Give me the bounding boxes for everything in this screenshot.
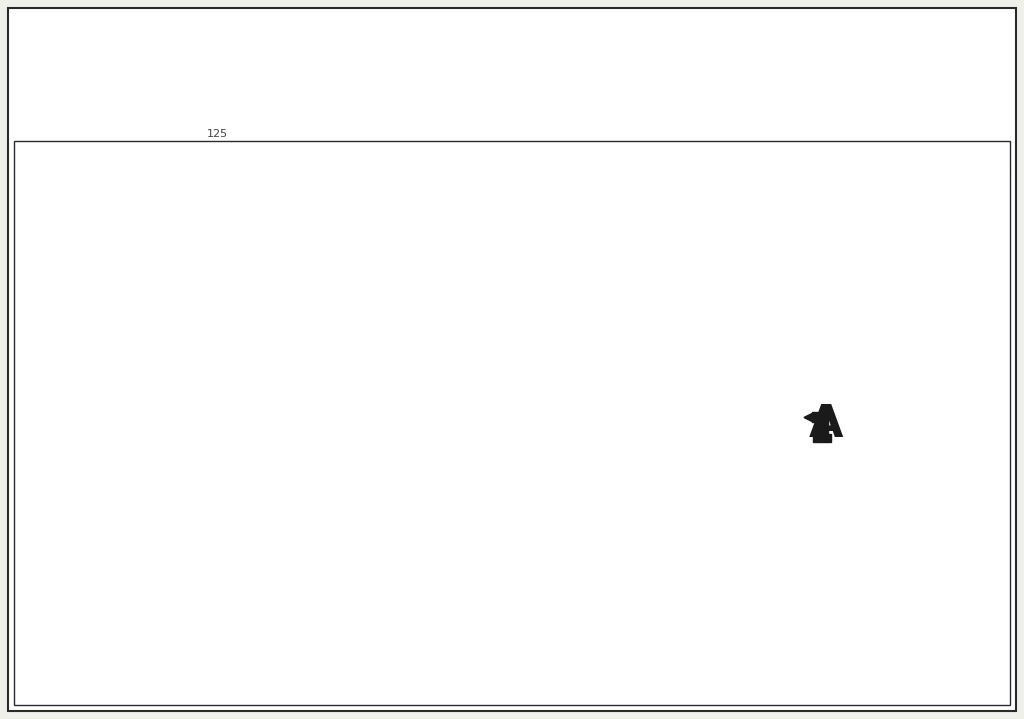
- Text: Base Material:: Base Material:: [20, 241, 95, 251]
- Circle shape: [580, 641, 591, 653]
- Circle shape: [579, 395, 592, 408]
- Bar: [14, 141, 1010, 705]
- Text: 89: 89: [670, 313, 684, 323]
- Polygon shape: [185, 490, 195, 505]
- Bar: [878, 244, 883, 614]
- Circle shape: [167, 361, 213, 407]
- Text: Mild Steel: Mild Steel: [119, 241, 170, 251]
- Polygon shape: [551, 182, 620, 666]
- Text: 90mm & 16mm: 90mm & 16mm: [654, 193, 735, 203]
- Polygon shape: [816, 421, 828, 434]
- Text: 33608: 33608: [119, 193, 152, 203]
- Text: 273: 273: [75, 430, 96, 440]
- Text: Base Material:: Base Material:: [555, 241, 630, 251]
- Text: Please Note, due to the hand crafted nature of our products all measurements are: Please Note, due to the hand crafted nat…: [22, 149, 711, 159]
- Text: Fixing Screws: Fixing Screws: [555, 171, 641, 181]
- Text: 40: 40: [183, 681, 197, 691]
- Text: Finish:: Finish:: [20, 225, 53, 235]
- Text: A: A: [809, 403, 843, 446]
- Polygon shape: [813, 434, 831, 441]
- Polygon shape: [581, 490, 590, 505]
- Text: Size:: Size:: [555, 193, 581, 203]
- Text: Anvil: Anvil: [871, 411, 975, 446]
- Circle shape: [562, 378, 608, 424]
- Text: 2 x Fixing Screws: 2 x Fixing Screws: [310, 257, 400, 267]
- Bar: [488, 398, 662, 405]
- Circle shape: [184, 641, 196, 653]
- Circle shape: [578, 483, 592, 497]
- Text: 125: 125: [207, 129, 227, 139]
- Bar: [100, 380, 290, 388]
- Polygon shape: [883, 393, 950, 409]
- Text: www.fromtheanvil.co.uk: www.fromtheanvil.co.uk: [870, 446, 972, 456]
- Text: 57: 57: [670, 444, 684, 454]
- Text: 1 x Split Spindle (8mm x 110mm): 1 x Split Spindle (8mm x 110mm): [310, 209, 485, 219]
- Text: 5: 5: [877, 676, 883, 686]
- Circle shape: [580, 196, 591, 206]
- Circle shape: [184, 175, 196, 186]
- Text: Type:: Type:: [555, 209, 583, 219]
- Text: 62: 62: [825, 175, 840, 185]
- Text: Product Code:: Product Code:: [20, 193, 93, 203]
- Polygon shape: [470, 394, 492, 408]
- Polygon shape: [286, 377, 308, 391]
- Polygon shape: [871, 212, 889, 244]
- Text: 2 x Handles: 2 x Handles: [310, 193, 372, 203]
- Text: From the: From the: [901, 407, 941, 416]
- Text: 1 x Steel Allen Key: 1 x Steel Allen Key: [310, 241, 408, 251]
- Text: Tudor Lever Lock Set: Tudor Lever Lock Set: [119, 209, 227, 219]
- Text: Slotted Male & Female Bolts: Slotted Male & Female Bolts: [654, 209, 801, 219]
- Text: Stainless Steel: Stainless Steel: [654, 241, 731, 251]
- Text: Pack Contents: Pack Contents: [310, 171, 399, 181]
- Polygon shape: [804, 413, 812, 421]
- Text: ®: ®: [944, 411, 954, 421]
- Text: Finish:: Finish:: [555, 225, 589, 235]
- Text: 1 x Split Spindle (8mm x 140mm): 1 x Split Spindle (8mm x 140mm): [310, 225, 485, 235]
- Text: 243: 243: [477, 419, 499, 429]
- Bar: [145, 379, 150, 389]
- Polygon shape: [82, 377, 104, 391]
- Bar: [138, 377, 145, 391]
- Polygon shape: [812, 411, 828, 421]
- Text: Pewter Patina: Pewter Patina: [119, 225, 190, 235]
- Text: Pewter Patina: Pewter Patina: [654, 225, 725, 235]
- Circle shape: [183, 377, 197, 390]
- Text: Product Information: Product Information: [20, 171, 146, 181]
- Polygon shape: [658, 394, 680, 408]
- Bar: [628, 394, 635, 408]
- Polygon shape: [871, 614, 889, 646]
- Bar: [635, 396, 640, 406]
- Text: Description:: Description:: [20, 209, 83, 219]
- Polygon shape: [156, 162, 224, 666]
- Circle shape: [183, 483, 197, 497]
